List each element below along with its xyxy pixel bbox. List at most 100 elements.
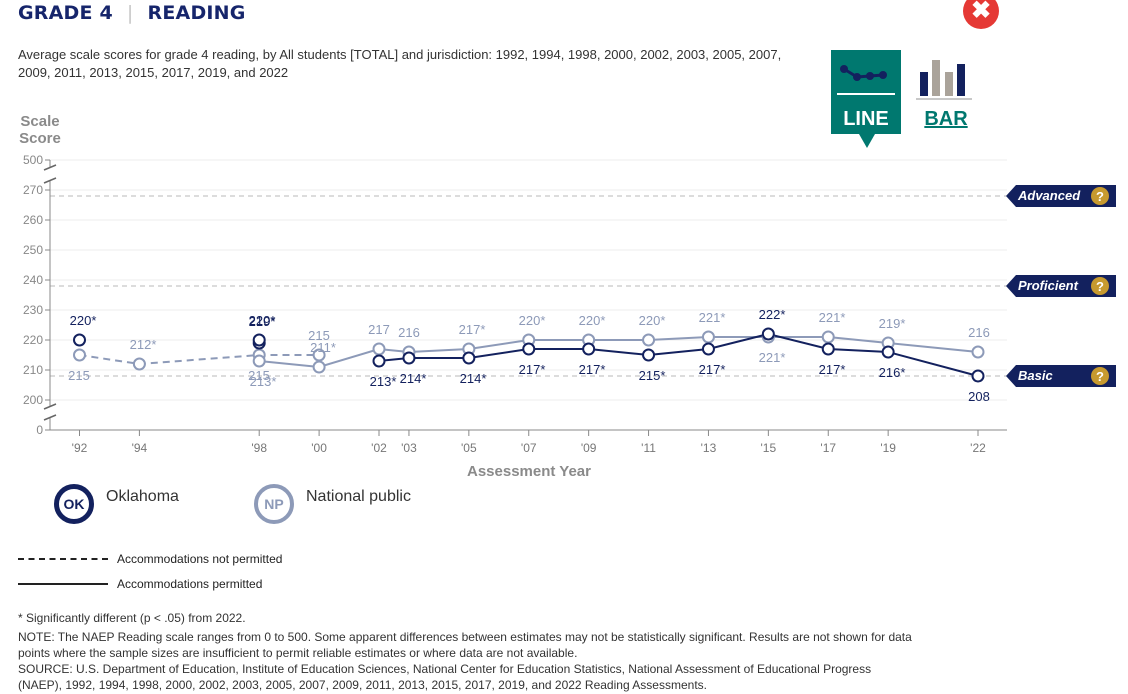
ok-data-label: 217* <box>519 362 546 377</box>
x-tick-label: '19 <box>880 441 896 455</box>
significance-note: * Significantly different (p < .05) from… <box>18 611 246 625</box>
ok-point <box>252 333 266 347</box>
help-icon-glyph: ? <box>1096 369 1104 384</box>
np-data-label: 221* <box>759 350 786 365</box>
np-point <box>73 348 86 362</box>
ok-data-label: 208 <box>968 389 990 404</box>
np-point <box>821 330 835 344</box>
ok-data-label: 215* <box>639 368 666 383</box>
ok-data-label: 216* <box>879 365 906 380</box>
x-tick-label: '17 <box>820 441 836 455</box>
np-point <box>372 342 386 356</box>
ok-point <box>522 342 536 356</box>
np-data-label: 220* <box>579 313 606 328</box>
legend-oklahoma: OK Oklahoma <box>54 484 179 524</box>
np-data-label: 212* <box>130 337 157 352</box>
y-tick-label: 210 <box>23 363 43 377</box>
active-pointer <box>859 134 875 148</box>
y-tick-label: 230 <box>23 303 43 317</box>
ok-data-label: 220* <box>70 313 97 328</box>
achievement-level-label: Proficient <box>1018 278 1079 293</box>
np-legend-label: National public <box>306 488 411 505</box>
ok-data-label: 219* <box>249 314 276 329</box>
np-data-label: 215 <box>68 368 90 383</box>
help-icon <box>1091 367 1109 385</box>
legend-national-public: NP National public <box>254 484 411 524</box>
y-tick-label: 220 <box>23 333 43 347</box>
help-icon <box>1091 187 1109 205</box>
np-data-label: 215 <box>308 328 330 343</box>
ok-point <box>73 333 86 347</box>
np-point <box>642 333 656 347</box>
x-tick-label: '22 <box>970 441 986 455</box>
bar-view-toggle[interactable]: BAR <box>916 50 976 134</box>
achievement-level-badge <box>1006 365 1116 387</box>
ok-data-label: 213* <box>370 374 397 389</box>
x-tick-label: '02 <box>371 441 387 455</box>
close-button[interactable]: ✖ <box>963 0 999 29</box>
axis-break-gap <box>47 407 53 417</box>
ok-point <box>372 354 386 368</box>
x-tick-label: '98 <box>251 441 267 455</box>
ok-point <box>881 345 895 359</box>
np-data-label: 221* <box>819 310 846 325</box>
x-tick-label: '15 <box>761 441 777 455</box>
achievement-level-badge <box>1006 275 1116 297</box>
ok-point <box>971 369 985 383</box>
ok-data-label: 214* <box>400 371 427 386</box>
ok-data-label: 217* <box>819 362 846 377</box>
line-chart-icon <box>837 65 895 95</box>
ok-data-label: 217* <box>699 362 726 377</box>
x-tick-label: '92 <box>72 441 88 455</box>
line-toggle-label: LINE <box>843 108 889 130</box>
x-tick-label: '94 <box>132 441 148 455</box>
ok-point <box>582 342 596 356</box>
page-title: GRADE 4 | READING <box>18 2 246 24</box>
solid-line-key: Accommodations permitted <box>18 577 262 591</box>
axis-break-mark <box>43 177 57 184</box>
ok-point <box>462 351 476 365</box>
bar-chart-icon <box>916 60 972 100</box>
ok-point <box>642 348 656 362</box>
x-tick-label: '09 <box>581 441 597 455</box>
np-data-label: 220* <box>519 313 546 328</box>
np-data-label: 217* <box>459 322 486 337</box>
np-data-label: 221* <box>699 310 726 325</box>
subject-label: READING <box>147 2 246 24</box>
ok-point <box>701 342 715 356</box>
ok-point <box>821 342 835 356</box>
help-icon-glyph: ? <box>1096 189 1104 204</box>
np-data-label: 213* <box>250 374 277 389</box>
np-data-label: 215 <box>248 368 270 383</box>
np-point <box>132 357 146 371</box>
np-data-label: 217 <box>368 322 390 337</box>
np-point <box>312 360 326 374</box>
achievement-level-label: Basic <box>1018 368 1053 383</box>
title-separator: | <box>126 2 134 24</box>
y-tick-label: 270 <box>23 183 43 197</box>
ok-data-label: 220* <box>249 313 276 328</box>
ok-data-label: 217* <box>579 362 606 377</box>
y-axis-title-line1: Scale <box>20 113 59 130</box>
x-tick-label: '05 <box>461 441 477 455</box>
np-data-label: 211* <box>310 340 336 355</box>
np-point <box>701 330 715 344</box>
np-data-label: 219* <box>879 316 906 331</box>
line-view-toggle[interactable]: LINE <box>831 50 901 148</box>
dashed-line-key: Accommodations not permitted <box>18 552 282 566</box>
np-point <box>252 354 266 368</box>
y-tick-label: 250 <box>23 243 43 257</box>
x-axis-title: Assessment Year <box>467 463 591 480</box>
axis-break-mark <box>43 403 57 410</box>
np-data-label: 216 <box>968 325 990 340</box>
dashed-line-label: Accommodations not permitted <box>117 552 283 566</box>
x-tick-label: '00 <box>311 441 327 455</box>
ok-data-label: 214* <box>460 371 487 386</box>
grade-label: GRADE 4 <box>18 2 113 24</box>
y-tick-label: 260 <box>23 213 43 227</box>
x-tick-label: '03 <box>401 441 417 455</box>
np-legend-marker: NP <box>254 484 294 524</box>
help-icon <box>1091 277 1109 295</box>
y-tick-label: 240 <box>23 273 43 287</box>
ok-point <box>761 327 775 341</box>
